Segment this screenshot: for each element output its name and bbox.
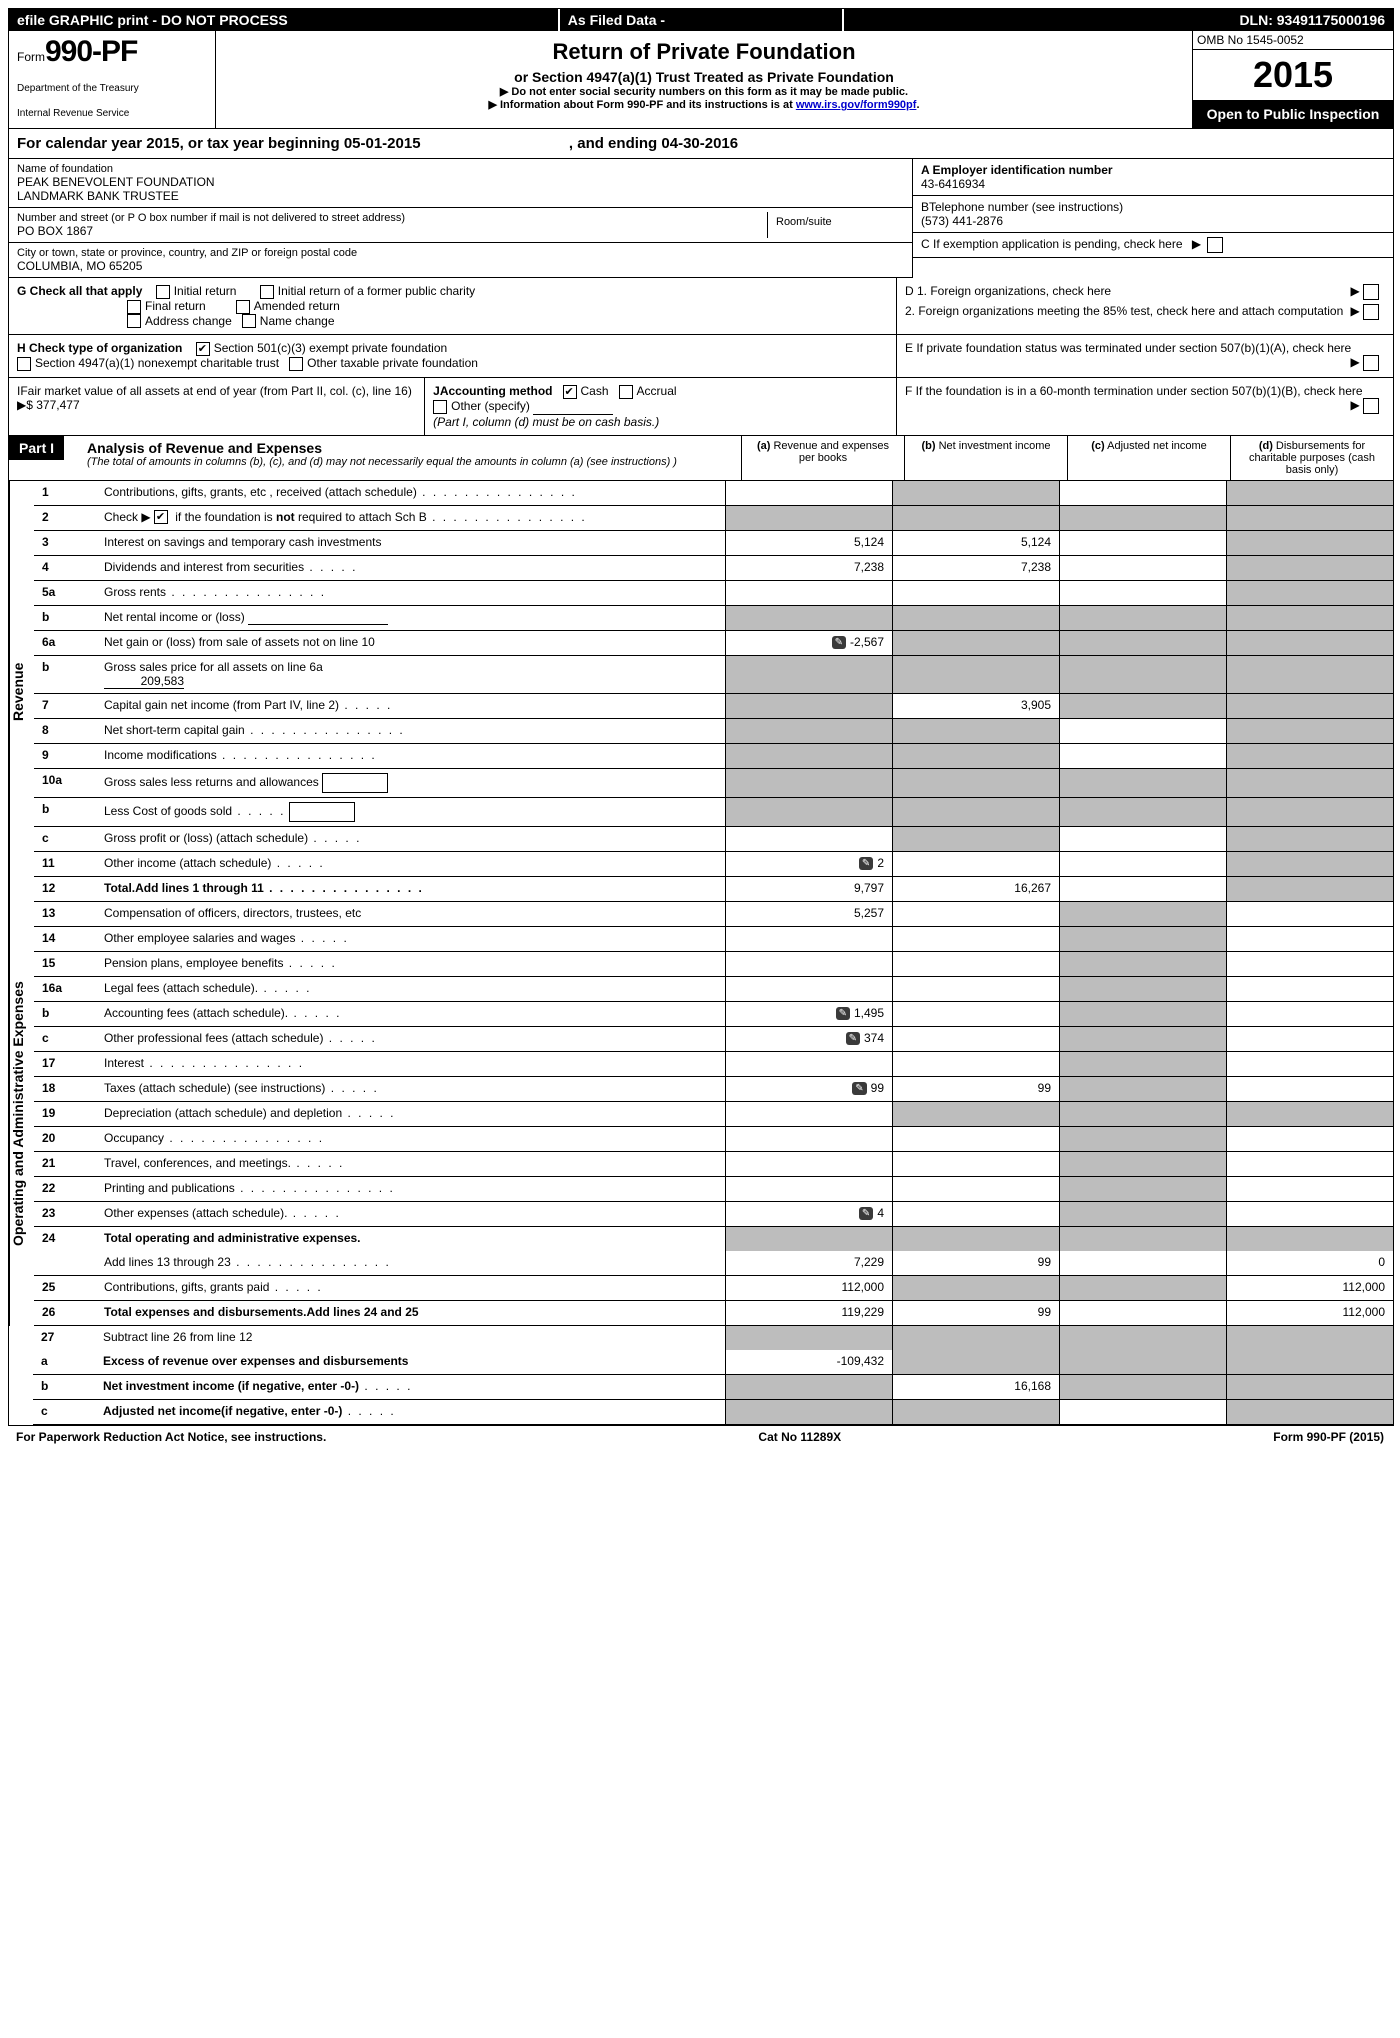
foundation-name-cell: Name of foundation PEAK BENEVOLENT FOUND… (9, 159, 912, 208)
d1-checkbox[interactable] (1363, 284, 1379, 300)
expenses-label: Operating and Administrative Expenses (9, 902, 34, 1326)
attach-icon[interactable]: ✎ (836, 1007, 850, 1020)
part1-header: Part I Analysis of Revenue and Expenses … (9, 436, 1393, 481)
g-initial-former-checkbox[interactable] (260, 285, 274, 299)
col-c-header: (c) Adjusted net income (1067, 436, 1230, 480)
efile-notice: efile GRAPHIC print - DO NOT PROCESS (9, 9, 560, 31)
fmv-value: ▶$ 377,477 (17, 398, 80, 412)
info-notice: ▶ Information about Form 990-PF and its … (224, 98, 1184, 111)
col-d-header: (d) Disbursements for charitable purpose… (1230, 436, 1393, 480)
revenue-label: Revenue (9, 481, 34, 902)
j-note: (Part I, column (d) must be on cash basi… (433, 415, 659, 429)
phone-cell: BTelephone number (see instructions) (57… (913, 196, 1393, 233)
attach-icon[interactable]: ✎ (859, 1207, 873, 1220)
g-amended-checkbox[interactable] (236, 300, 250, 314)
c-pending-cell: C If exemption application is pending, c… (913, 233, 1393, 258)
col-b-header: (b) Net investment income (904, 436, 1067, 480)
dln: DLN: 93491175000196 (844, 9, 1393, 31)
ein-value: 43-6416934 (921, 177, 1385, 191)
col-a-header: (a) Revenue and expenses per books (741, 436, 904, 480)
address-cell: Number and street (or P O box number if … (9, 208, 912, 243)
cat-number: Cat No 11289X (758, 1430, 841, 1444)
omb-number: OMB No 1545-0052 (1193, 31, 1393, 50)
ein-cell: A Employer identification number 43-6416… (913, 159, 1393, 196)
pra-notice: For Paperwork Reduction Act Notice, see … (16, 1430, 326, 1444)
g-section: G Check all that apply Initial return In… (9, 278, 896, 334)
form-title: Return of Private Foundation (224, 39, 1184, 65)
g-initial-checkbox[interactable] (156, 285, 170, 299)
city-cell: City or town, state or province, country… (9, 243, 912, 278)
city-value: COLUMBIA, MO 65205 (17, 259, 904, 273)
i-section: IFair market value of all assets at end … (9, 378, 425, 434)
tax-year: 2015 (1193, 50, 1393, 100)
year-block: OMB No 1545-0052 2015 Open to Public Ins… (1192, 31, 1393, 128)
header: Form990-PF Department of the Treasury In… (9, 31, 1393, 129)
j-cash-checkbox[interactable] (563, 385, 577, 399)
instructions-link[interactable]: www.irs.gov/form990pf (796, 99, 917, 111)
form-subtitle: or Section 4947(a)(1) Trust Treated as P… (224, 69, 1184, 85)
year-begin: 05-01-2015 (344, 135, 421, 152)
part1-title: Analysis of Revenue and Expenses (87, 440, 322, 456)
room-label: Room/suite (776, 216, 896, 228)
f-section: F If the foundation is in a 60-month ter… (896, 378, 1393, 434)
foundation-name-1: PEAK BENEVOLENT FOUNDATION (17, 175, 904, 189)
e-checkbox[interactable] (1363, 355, 1379, 371)
form-number-block: Form990-PF Department of the Treasury In… (9, 31, 216, 128)
form-page: efile GRAPHIC print - DO NOT PROCESS As … (8, 8, 1394, 1426)
attach-icon[interactable]: ✎ (832, 636, 846, 649)
f-checkbox[interactable] (1363, 398, 1379, 414)
d2-checkbox[interactable] (1363, 304, 1379, 320)
top-bar: efile GRAPHIC print - DO NOT PROCESS As … (9, 9, 1393, 31)
form-version: Form 990-PF (2015) (1273, 1430, 1384, 1444)
d-section: D 1. Foreign organizations, check here ▶… (896, 278, 1393, 334)
j-other-checkbox[interactable] (433, 400, 447, 414)
part1-note: (The total of amounts in columns (b), (c… (87, 456, 677, 468)
attach-icon[interactable]: ✎ (846, 1032, 860, 1045)
j-section: JAccounting method Cash Accrual Other (s… (425, 378, 896, 434)
h-section: H Check type of organization Section 501… (9, 335, 896, 377)
title-block: Return of Private Foundation or Section … (216, 31, 1192, 128)
g-address-checkbox[interactable] (127, 314, 141, 328)
part1-tag: Part I (9, 436, 64, 460)
h-other-checkbox[interactable] (289, 357, 303, 371)
schb-checkbox[interactable] (154, 510, 168, 524)
calendar-year-row: For calendar year 2015, or tax year begi… (9, 129, 1393, 159)
as-filed: As Filed Data - (560, 9, 844, 31)
info-section: Name of foundation PEAK BENEVOLENT FOUND… (9, 159, 1393, 278)
expenses-section: Operating and Administrative Expenses 13… (9, 902, 1393, 1326)
g-d-row: G Check all that apply Initial return In… (9, 278, 1393, 335)
c-checkbox[interactable] (1207, 237, 1223, 253)
line27-section: 27Subtract line 26 from line 12 aExcess … (9, 1326, 1393, 1425)
page-footer: For Paperwork Reduction Act Notice, see … (8, 1426, 1392, 1448)
j-accrual-checkbox[interactable] (619, 385, 633, 399)
line6b-value: 209,583 (104, 674, 184, 689)
attach-icon[interactable]: ✎ (852, 1082, 866, 1095)
h-4947-checkbox[interactable] (17, 357, 31, 371)
revenue-section: Revenue 1Contributions, gifts, grants, e… (9, 481, 1393, 902)
year-end: 04-30-2016 (661, 135, 738, 152)
form-number: 990-PF (45, 35, 137, 68)
e-section: E If private foundation status was termi… (896, 335, 1393, 377)
attach-icon[interactable]: ✎ (859, 857, 873, 870)
phone-value: (573) 441-2876 (921, 214, 1385, 228)
h-e-row: H Check type of organization Section 501… (9, 335, 1393, 378)
address-value: PO BOX 1867 (17, 224, 767, 238)
foundation-name-2: LANDMARK BANK TRUSTEE (17, 189, 904, 203)
h-501c3-checkbox[interactable] (196, 342, 210, 356)
i-j-f-row: IFair market value of all assets at end … (9, 378, 1393, 435)
dept-treasury: Department of the Treasury (17, 83, 207, 94)
open-public: Open to Public Inspection (1193, 100, 1393, 128)
irs: Internal Revenue Service (17, 108, 207, 119)
g-name-checkbox[interactable] (242, 314, 256, 328)
g-final-checkbox[interactable] (127, 300, 141, 314)
form-prefix: Form (17, 50, 45, 64)
ssn-notice: ▶ Do not enter social security numbers o… (224, 85, 1184, 98)
